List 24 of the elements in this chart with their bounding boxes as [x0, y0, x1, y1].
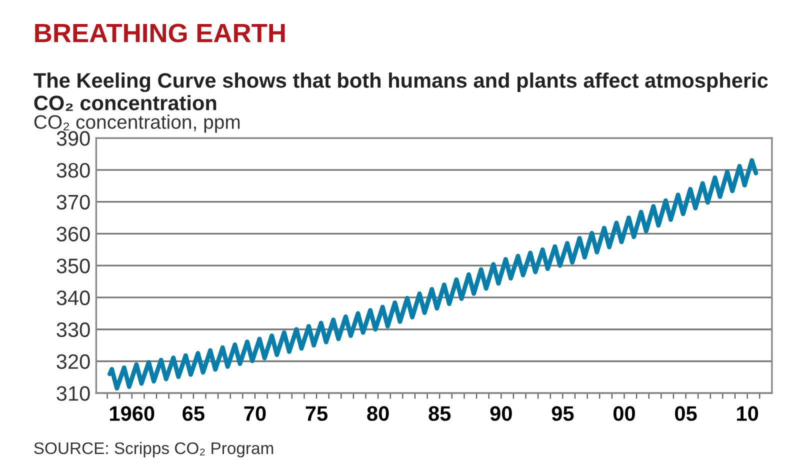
x-tick-label: 65 — [182, 406, 204, 421]
x-tick-label: 75 — [306, 406, 328, 421]
y-tick-label: 310 — [56, 386, 90, 401]
source-note: SOURCE: Scripps CO₂ Program — [34, 442, 274, 458]
x-tick-label: 90 — [490, 406, 512, 421]
y-tick-label: 350 — [56, 258, 90, 274]
x-tick-label: 1960 — [110, 406, 154, 421]
chart-title: BREATHING EARTH — [35, 24, 285, 42]
y-tick-label: 380 — [56, 162, 90, 178]
x-tick-label: 85 — [428, 406, 451, 421]
x-tick-label: 00 — [613, 406, 635, 421]
y-tick-label: 390 — [56, 131, 90, 146]
x-tick-label: 80 — [367, 406, 389, 421]
y-tick-label: 370 — [56, 194, 90, 210]
y-tick-label: 320 — [56, 354, 90, 369]
x-tick-label: 05 — [675, 406, 697, 421]
y-tick-label: 360 — [56, 226, 90, 242]
y-tick-label: 330 — [56, 322, 90, 338]
x-tick-label: 70 — [244, 406, 266, 421]
line-series — [108, 158, 758, 391]
chart-subtitle: The Keeling Curve shows that both humans and plants affect atmospheric CO₂ concentration — [34, 72, 768, 111]
x-tick-label: 95 — [552, 406, 574, 421]
x-tick-label: 10 — [737, 406, 758, 421]
y-tick-label: 340 — [56, 290, 90, 306]
